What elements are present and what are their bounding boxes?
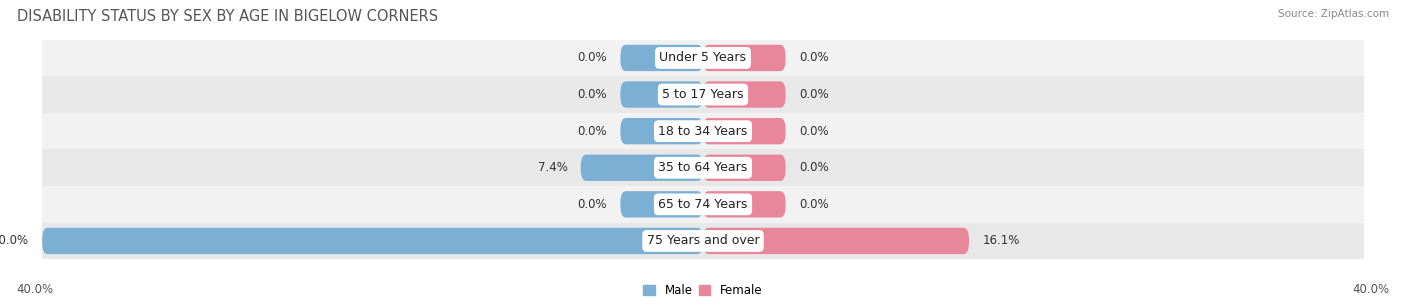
FancyBboxPatch shape (703, 81, 786, 108)
FancyBboxPatch shape (42, 113, 1364, 149)
FancyBboxPatch shape (703, 228, 969, 254)
FancyBboxPatch shape (42, 223, 1364, 259)
FancyBboxPatch shape (42, 228, 703, 254)
Text: 18 to 34 Years: 18 to 34 Years (658, 125, 748, 138)
FancyBboxPatch shape (620, 45, 703, 71)
Text: 0.0%: 0.0% (799, 161, 828, 174)
FancyBboxPatch shape (42, 186, 1364, 223)
Text: 0.0%: 0.0% (578, 125, 607, 138)
Text: 0.0%: 0.0% (799, 88, 828, 101)
Text: 35 to 64 Years: 35 to 64 Years (658, 161, 748, 174)
FancyBboxPatch shape (620, 191, 703, 217)
Text: DISABILITY STATUS BY SEX BY AGE IN BIGELOW CORNERS: DISABILITY STATUS BY SEX BY AGE IN BIGEL… (17, 9, 439, 24)
Text: 0.0%: 0.0% (799, 125, 828, 138)
FancyBboxPatch shape (620, 81, 703, 108)
FancyBboxPatch shape (581, 155, 703, 181)
Text: 40.0%: 40.0% (0, 235, 30, 247)
FancyBboxPatch shape (42, 149, 1364, 186)
Text: 0.0%: 0.0% (578, 198, 607, 211)
Text: 0.0%: 0.0% (799, 52, 828, 64)
FancyBboxPatch shape (42, 76, 1364, 113)
Text: 5 to 17 Years: 5 to 17 Years (662, 88, 744, 101)
Text: 75 Years and over: 75 Years and over (647, 235, 759, 247)
FancyBboxPatch shape (703, 191, 786, 217)
FancyBboxPatch shape (42, 40, 1364, 76)
Legend: Male, Female: Male, Female (638, 279, 768, 302)
Text: Source: ZipAtlas.com: Source: ZipAtlas.com (1278, 9, 1389, 19)
Text: 0.0%: 0.0% (578, 88, 607, 101)
Text: 40.0%: 40.0% (1353, 283, 1389, 296)
Text: 65 to 74 Years: 65 to 74 Years (658, 198, 748, 211)
FancyBboxPatch shape (703, 155, 786, 181)
FancyBboxPatch shape (620, 118, 703, 144)
Text: 16.1%: 16.1% (983, 235, 1019, 247)
FancyBboxPatch shape (703, 45, 786, 71)
Text: 7.4%: 7.4% (537, 161, 568, 174)
Text: 0.0%: 0.0% (799, 198, 828, 211)
Text: 0.0%: 0.0% (578, 52, 607, 64)
Text: 40.0%: 40.0% (17, 283, 53, 296)
Text: Under 5 Years: Under 5 Years (659, 52, 747, 64)
FancyBboxPatch shape (703, 118, 786, 144)
